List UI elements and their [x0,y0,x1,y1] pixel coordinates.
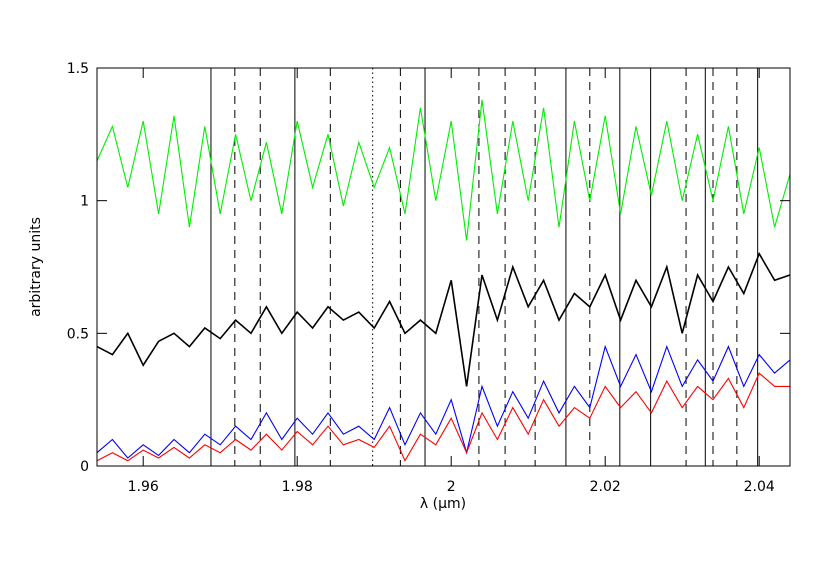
y-tick-label: 1 [80,194,89,210]
y-tick-label: 1.5 [67,61,89,77]
x-tick-label: 1.98 [282,479,313,495]
plot-frame [96,67,791,467]
y-tick-label: 0 [80,459,89,475]
data-line [96,251,791,387]
y-axis-label: arbitrary units [28,217,44,317]
x-tick-label: 1.96 [128,479,159,495]
x-tick-label: 2.02 [590,479,621,495]
data-line [96,372,790,462]
x-tick-label: 2.04 [744,479,775,495]
y-tick-label: 0.5 [67,326,89,342]
data-line [96,99,791,241]
x-axis-label: λ (μm) [420,496,466,512]
data-line [96,344,791,459]
x-tick-label: 2 [447,479,456,495]
